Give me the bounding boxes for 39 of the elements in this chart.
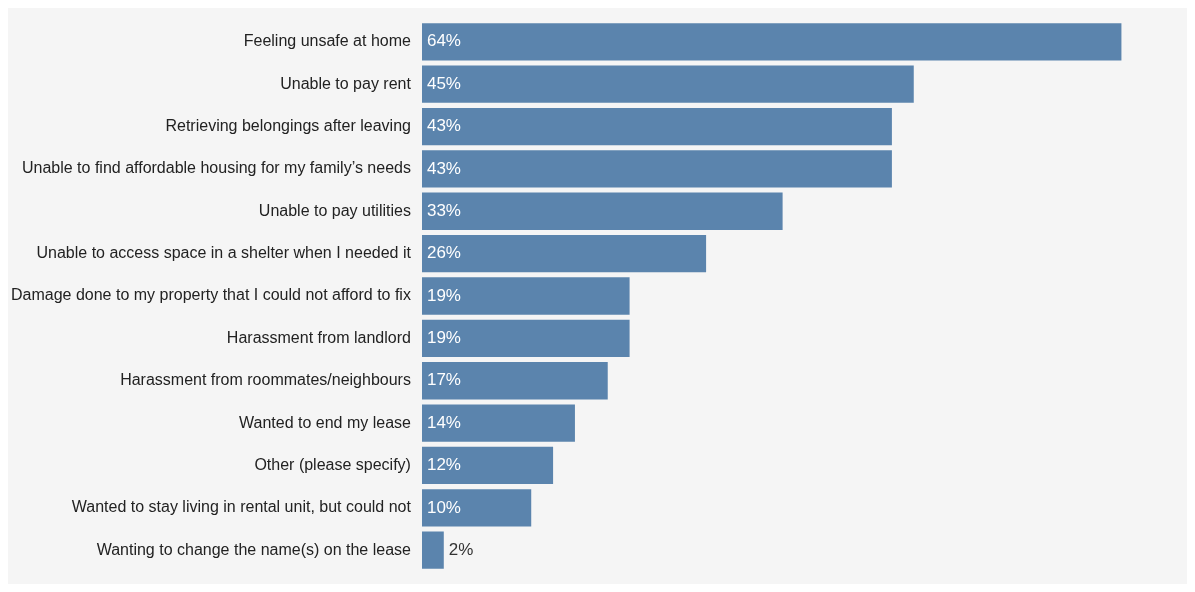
data-label: 12% bbox=[426, 455, 461, 475]
data-label: 2% bbox=[448, 539, 474, 559]
data-label: 19% bbox=[426, 285, 461, 305]
data-label: 19% bbox=[426, 328, 461, 348]
y-tick-label: Retrieving belongings after leaving bbox=[165, 116, 411, 134]
bar bbox=[421, 234, 707, 273]
data-label: 45% bbox=[426, 73, 461, 93]
y-tick-label: Unable to access space in a shelter when I needed it bbox=[36, 244, 412, 262]
data-label: 14% bbox=[426, 412, 461, 432]
y-tick-label: Harassment from landlord bbox=[226, 328, 411, 346]
bar bbox=[421, 150, 892, 188]
bar bbox=[421, 23, 1122, 61]
bar bbox=[421, 277, 630, 315]
y-tick-label: Unable to find affordable housing for my family’s needs bbox=[21, 159, 411, 177]
bar bbox=[421, 404, 575, 442]
data-label: 64% bbox=[426, 31, 461, 51]
bar bbox=[421, 362, 608, 400]
y-tick-label: Damage done to my property that I could not afford to fix bbox=[10, 286, 411, 304]
data-label: 43% bbox=[426, 116, 461, 136]
y-tick-label: Other (please specify) bbox=[254, 455, 411, 473]
y-tick-label: Unable to pay rent bbox=[280, 74, 412, 92]
y-tick-label: Wanted to end my lease bbox=[238, 413, 412, 431]
bar bbox=[421, 107, 892, 146]
y-tick-label: Feeling unsafe at home bbox=[243, 32, 412, 50]
bar bbox=[421, 319, 630, 358]
bar bbox=[421, 192, 783, 230]
data-label: 17% bbox=[426, 370, 461, 390]
bar bbox=[421, 531, 444, 569]
y-tick-label: Harassment from roommates/neighbours bbox=[120, 371, 411, 389]
y-tick-label: Wanted to stay living in rental unit, but could not bbox=[71, 498, 412, 516]
bar bbox=[421, 489, 532, 527]
data-label: 43% bbox=[426, 158, 461, 178]
data-label: 10% bbox=[426, 497, 461, 517]
data-label: 26% bbox=[426, 243, 461, 263]
y-tick-label: Wanting to change the name(s) on the lease bbox=[96, 540, 412, 558]
data-label: 33% bbox=[426, 200, 461, 220]
bar bbox=[421, 65, 914, 103]
y-tick-label: Unable to pay utilities bbox=[258, 201, 411, 219]
bar bbox=[421, 446, 554, 485]
